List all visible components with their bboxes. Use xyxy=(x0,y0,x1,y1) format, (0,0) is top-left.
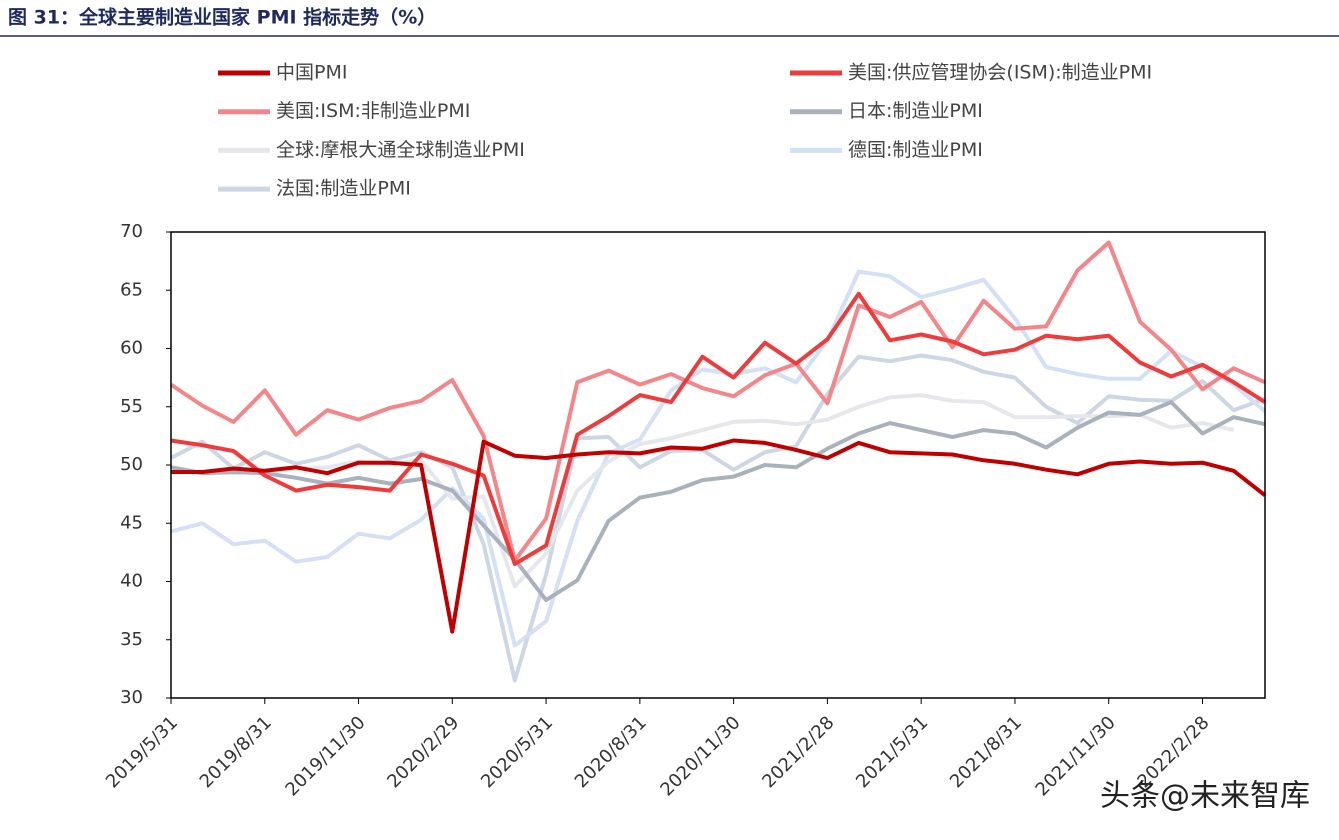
chart-title: 图 31：全球主要制造业国家 PMI 指标走势（%） xyxy=(8,6,436,29)
plot-frame xyxy=(170,231,1266,699)
x-tick-label: 2020/8/31 xyxy=(571,712,651,792)
series-line xyxy=(171,438,1267,634)
x-tick-label: 2019/8/31 xyxy=(196,712,276,792)
y-tick-label: 65 xyxy=(120,279,143,300)
x-tick-label: 2020/2/29 xyxy=(383,712,463,792)
series-line xyxy=(169,240,1266,563)
x-tick-label: 2019/5/31 xyxy=(102,712,182,792)
legend-label: 日本:制造业PMI xyxy=(848,100,983,122)
x-tick-label: 2021/2/28 xyxy=(758,712,838,792)
series-line xyxy=(170,353,1266,683)
series-line xyxy=(170,269,1267,648)
series-line xyxy=(170,393,1235,589)
legend-label: 德国:制造业PMI xyxy=(848,139,983,161)
series-line xyxy=(170,400,1266,603)
y-tick-label: 70 xyxy=(120,221,143,242)
y-tick-label: 45 xyxy=(120,512,143,533)
legend-label: 美国:供应管理协会(ISM):制造业PMI xyxy=(848,62,1152,84)
x-tick-label: 2021/5/31 xyxy=(852,712,932,792)
x-tick-label: 2020/5/31 xyxy=(477,712,557,792)
y-tick-label: 50 xyxy=(120,454,143,475)
watermark: 头条@未来智库 xyxy=(1100,779,1310,814)
y-tick-label: 60 xyxy=(120,338,143,359)
x-tick-label: 2021/8/31 xyxy=(946,712,1026,792)
legend-label: 法国:制造业PMI xyxy=(276,178,411,200)
legend-label: 全球:摩根大通全球制造业PMI xyxy=(276,139,525,161)
legend-label: 美国:ISM:非制造业PMI xyxy=(276,100,470,122)
y-tick-label: 30 xyxy=(120,687,143,708)
y-tick-label: 40 xyxy=(120,571,143,592)
x-tick-label: 2020/11/30 xyxy=(656,712,744,800)
series-line xyxy=(170,291,1267,566)
y-tick-label: 55 xyxy=(120,396,143,417)
x-tick-label: 2019/11/30 xyxy=(281,712,369,800)
legend-label: 中国PMI xyxy=(276,62,347,84)
y-tick-label: 35 xyxy=(120,629,143,650)
